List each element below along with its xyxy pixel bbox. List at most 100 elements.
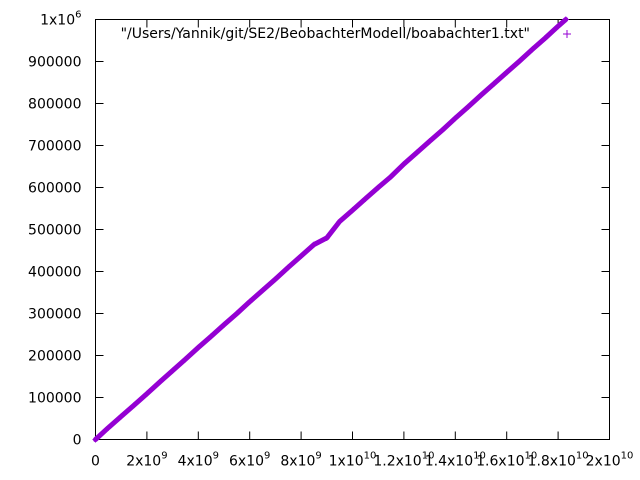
y-tick-label: 200000 [28, 349, 81, 365]
x-tick-label: 1.8x1010 [528, 451, 589, 470]
y-tick-label-base: 900000 [28, 55, 81, 71]
x-tick-label: 2x1010 [586, 451, 634, 470]
x-tick-label: 1.2x1010 [373, 451, 434, 470]
y-tick-label-base: 500000 [28, 223, 81, 239]
data-point [246, 298, 253, 305]
x-tick-label-base: 8x10 [280, 454, 315, 470]
y-tick-label-base: 700000 [28, 139, 81, 155]
data-point [182, 356, 189, 363]
y-tick-label: 0 [73, 433, 82, 449]
y-tick-label-base: 200000 [28, 349, 81, 365]
x-axis: 0 2x109 4x109 6x109 8x109 1x10101.2x10101.4x1… [91, 19, 634, 470]
data-point [259, 287, 266, 294]
data-point [272, 276, 279, 283]
x-tick-label: 1x1010 [329, 451, 377, 470]
data-point [529, 46, 536, 53]
y-tick-label-base: 300000 [28, 307, 81, 323]
y-tick-label: 1x106 [40, 10, 81, 29]
data-point [92, 436, 99, 443]
y-tick-label-base: 100000 [28, 391, 81, 407]
legend: "/Users/Yannik/git/SE2/BeobachterModell/… [121, 26, 571, 42]
data-point [156, 378, 163, 385]
data-point [221, 321, 227, 328]
y-tick-label: 100000 [28, 391, 81, 407]
y-tick-label-base: 0 [73, 433, 82, 449]
x-tick-label: 1.4x1010 [425, 451, 486, 470]
x-tick-label: 2x109 [126, 451, 167, 470]
data-point [555, 23, 562, 30]
x-tick-label-base: 4x10 [178, 454, 213, 470]
y-tick-label-exponent: 6 [75, 10, 81, 21]
data-point [413, 149, 420, 156]
plot-frame [95, 19, 610, 440]
data-point [233, 310, 240, 317]
data-point [400, 160, 407, 167]
data-point [285, 264, 292, 271]
x-tick-label-base: 1.6x10 [476, 454, 524, 470]
data-point [169, 367, 176, 374]
x-tick-label-base: 0 [91, 454, 100, 470]
data-point [362, 195, 369, 202]
y-tick-label: 900000 [28, 55, 81, 71]
data-point [310, 241, 317, 248]
data-point [118, 413, 125, 420]
y-tick-label: 500000 [28, 223, 81, 239]
x-tick-label-exponent: 10 [364, 451, 377, 462]
x-tick-label: 1.6x1010 [476, 451, 537, 470]
data-point [516, 58, 523, 65]
x-tick-label: 0 [91, 454, 100, 470]
data-point [349, 207, 356, 214]
x-tick-label-exponent: 10 [422, 451, 435, 462]
data-point [562, 16, 569, 23]
y-tick-label: 300000 [28, 307, 81, 323]
data-point [375, 184, 382, 191]
data-point [452, 115, 459, 122]
data-point [478, 92, 484, 99]
x-tick-label-base: 1.8x10 [528, 454, 576, 470]
data-point [323, 234, 330, 241]
x-tick-label-exponent: 10 [473, 451, 486, 462]
x-tick-label-exponent: 10 [621, 451, 634, 462]
x-tick-label-base: 6x10 [229, 454, 264, 470]
x-tick-label-base: 1.2x10 [373, 454, 421, 470]
y-tick-label-base: 400000 [28, 265, 81, 281]
y-tick-label-base: 600000 [28, 181, 81, 197]
data-point [195, 344, 202, 351]
x-tick-label-exponent: 9 [264, 451, 270, 462]
x-tick-label-exponent: 9 [315, 451, 321, 462]
data-point [490, 80, 497, 87]
y-tick-label: 700000 [28, 139, 81, 155]
legend-marker [563, 30, 571, 38]
legend-label: "/Users/Yannik/git/SE2/BeobachterModell/… [121, 26, 530, 42]
data-point [542, 34, 549, 41]
data-point [465, 103, 472, 110]
data-point [336, 218, 343, 225]
data-series [92, 16, 569, 443]
x-tick-label: 8x109 [280, 451, 321, 470]
data-point [503, 69, 510, 76]
y-tick-label-base: 800000 [28, 97, 81, 113]
data-point [439, 126, 446, 133]
x-tick-label-exponent: 9 [161, 451, 167, 462]
y-tick-label: 800000 [28, 97, 81, 113]
y-tick-label-base: 1x10 [40, 13, 75, 29]
x-tick-label-base: 1.4x10 [425, 454, 473, 470]
data-point [298, 252, 305, 259]
x-tick-label-base: 2x10 [126, 454, 161, 470]
y-tick-label: 400000 [28, 265, 81, 281]
data-point [426, 138, 433, 145]
x-tick-label-exponent: 10 [576, 451, 589, 462]
x-tick-label-base: 2x10 [586, 454, 621, 470]
y-axis: 0 100000 200000 300000 400000 500000 600000 700… [28, 10, 610, 449]
data-point [208, 333, 215, 340]
data-point [131, 402, 138, 409]
data-point [105, 424, 112, 431]
series-line [93, 17, 569, 442]
data-point [388, 173, 395, 180]
x-tick-label-exponent: 9 [213, 451, 219, 462]
x-tick-label-base: 1x10 [329, 454, 364, 470]
x-tick-label: 4x109 [178, 451, 219, 470]
x-tick-label-exponent: 10 [525, 451, 538, 462]
y-tick-label: 600000 [28, 181, 81, 197]
